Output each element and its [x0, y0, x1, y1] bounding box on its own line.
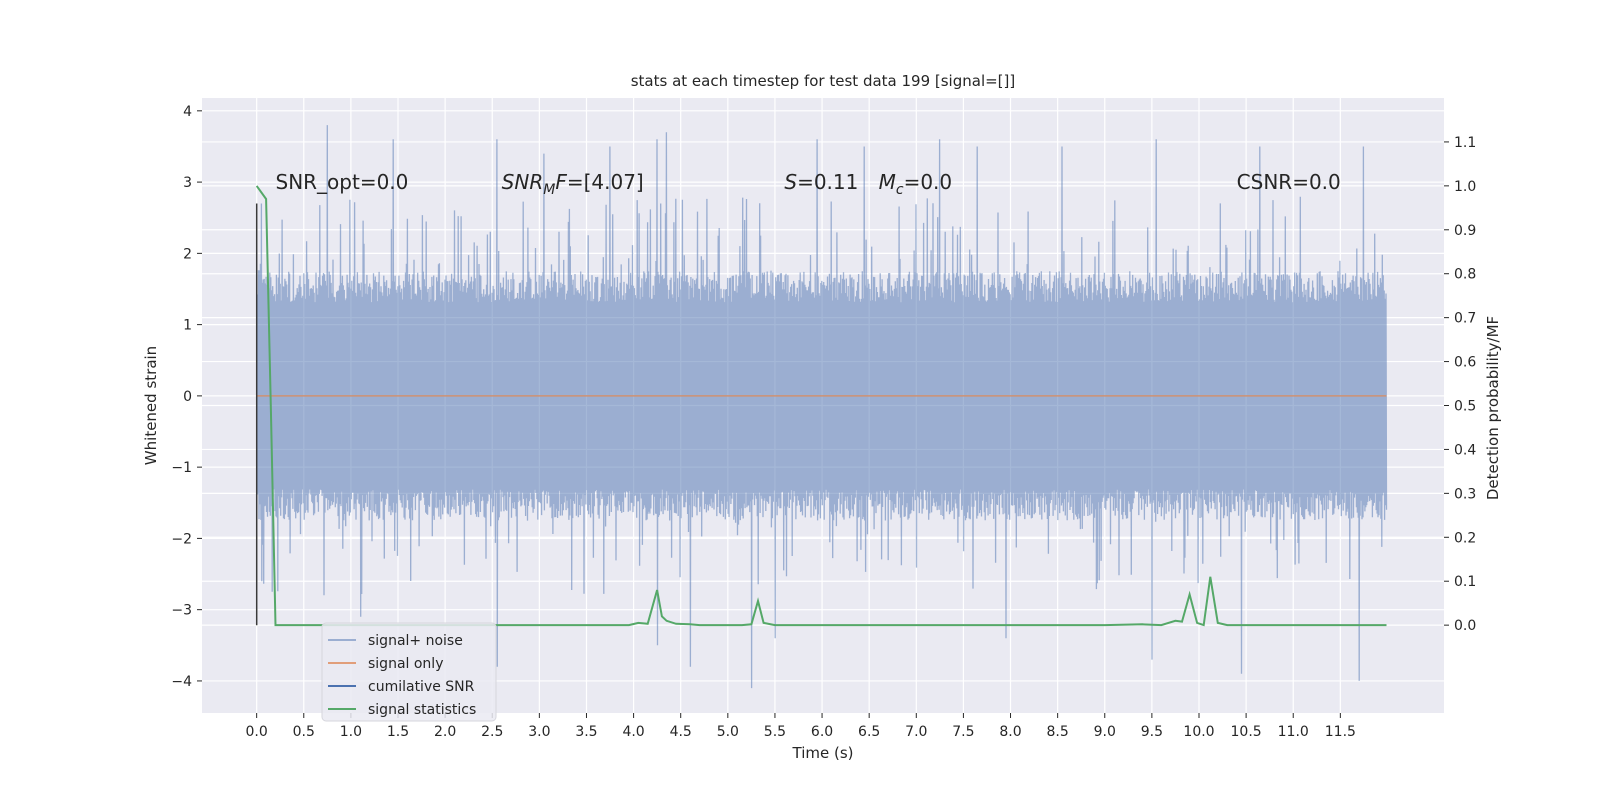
x-axis-label: Time (s) — [792, 744, 854, 762]
legend-label: cumilative SNR — [368, 679, 475, 695]
x-tick-label: 6.5 — [858, 724, 880, 740]
x-tick-label: 1.5 — [387, 724, 409, 740]
series-layer — [255, 125, 1388, 689]
x-tick-label: 7.0 — [905, 724, 927, 740]
y-left-tick-label: −4 — [171, 674, 192, 690]
x-tick-label: 0.0 — [246, 724, 268, 740]
x-tick-label: 2.5 — [481, 724, 503, 740]
legend-label: signal only — [368, 656, 443, 672]
annotation-rest: =0.11 — [797, 170, 858, 194]
x-tick-label: 5.0 — [717, 724, 739, 740]
y-right-tick-label: 0.9 — [1454, 223, 1476, 239]
series-signal-statistics — [255, 185, 1387, 627]
x-tick-label: 8.5 — [1047, 724, 1069, 740]
y-left-tick-label: 3 — [183, 175, 192, 191]
legend-box — [321, 622, 497, 722]
legend-label: signal+ noise — [368, 633, 463, 649]
x-tick-label: 4.0 — [622, 724, 644, 740]
x-tick-label: 8.0 — [999, 724, 1021, 740]
annotation-main: SNR — [502, 170, 544, 194]
y-left-tick-label: 0 — [183, 389, 192, 405]
y-right-tick-label: 0.2 — [1454, 530, 1476, 546]
y-right-tick-label: 0.8 — [1454, 267, 1476, 283]
x-tick-label: 0.5 — [293, 724, 315, 740]
y-right-tick-label: 1.0 — [1454, 179, 1476, 195]
annotation-rest: F — [555, 170, 567, 194]
y-left-tick-label: 1 — [183, 318, 192, 334]
x-tick-label: 11.5 — [1325, 724, 1356, 740]
x-tick-label: 3.5 — [575, 724, 597, 740]
annotation-main: SNR_opt=0.0 — [276, 170, 409, 194]
x-tick-label: 2.0 — [434, 724, 456, 740]
legend-label: signal statistics — [368, 702, 476, 718]
y-left-tick-label: 2 — [183, 246, 192, 262]
x-tick-label: 10.0 — [1183, 724, 1214, 740]
x-tick-label: 7.5 — [952, 724, 974, 740]
y-right-tick-label: 0.0 — [1454, 618, 1476, 634]
y-right-tick-label: 0.6 — [1454, 355, 1476, 371]
annotation-text: S=0.11 — [784, 170, 858, 194]
annotation-subscript: c — [896, 182, 904, 198]
annotation-main: CSNR=0.0 — [1237, 170, 1341, 194]
y-right-tick-label: 0.5 — [1454, 399, 1476, 415]
x-tick-label: 4.5 — [670, 724, 692, 740]
x-tick-label: 10.5 — [1231, 724, 1262, 740]
y-right-tick-label: 0.3 — [1454, 486, 1476, 502]
y-right-tick-label: 0.1 — [1454, 574, 1476, 590]
y-left-tick-label: −1 — [171, 460, 192, 476]
x-tick-label: 9.0 — [1094, 724, 1116, 740]
y-left-tick-label: −2 — [171, 531, 192, 547]
annotation-text: SNRMF=[4.07] — [502, 170, 644, 198]
annotation-text: CSNR=0.0 — [1237, 170, 1341, 194]
x-tick-label: 9.5 — [1141, 724, 1163, 740]
ticks-layer: 0.0 0.5 1.0 1.5 2.0 2.5 3.0 3.5 4.0 4.5 5.0 5.5 6.0 6… — [171, 104, 1476, 740]
y-right-tick-label: 1.1 — [1454, 135, 1476, 151]
annotation-text: SNR_opt=0.0 — [276, 170, 409, 194]
legend: signal+ noise signal only cumilative SNR si… — [321, 622, 497, 722]
annotation-subscript: M — [543, 182, 555, 198]
x-tick-label: 1.0 — [340, 724, 362, 740]
x-tick-label: 3.0 — [528, 724, 550, 740]
series-signal-noise — [256, 125, 1388, 689]
annotations: SNR_opt=0.0 SNRMF=[4.07] S=0.11 Mc=0.0 CSNR=… — [276, 170, 1341, 198]
y-axis-label-right: Detection probability/MF — [1484, 316, 1502, 500]
annotation-main: S — [784, 170, 797, 194]
y-right-tick-label: 0.7 — [1454, 311, 1476, 327]
annotation-value: =[4.07] — [567, 170, 644, 194]
annotation-main: M — [879, 170, 896, 194]
y-left-tick-label: −3 — [171, 603, 192, 619]
y-axis-label-left: Whitened strain — [142, 346, 160, 465]
y-right-tick-label: 0.4 — [1454, 442, 1476, 458]
chart-title: stats at each timestep for test data 199… — [631, 72, 1016, 90]
annotation-text: Mc=0.0 — [879, 170, 953, 198]
annotation-rest: =0.0 — [904, 170, 953, 194]
x-tick-label: 6.0 — [811, 724, 833, 740]
x-tick-label: 11.0 — [1278, 724, 1309, 740]
x-tick-label: 5.5 — [764, 724, 786, 740]
y-left-tick-label: 4 — [183, 104, 192, 120]
